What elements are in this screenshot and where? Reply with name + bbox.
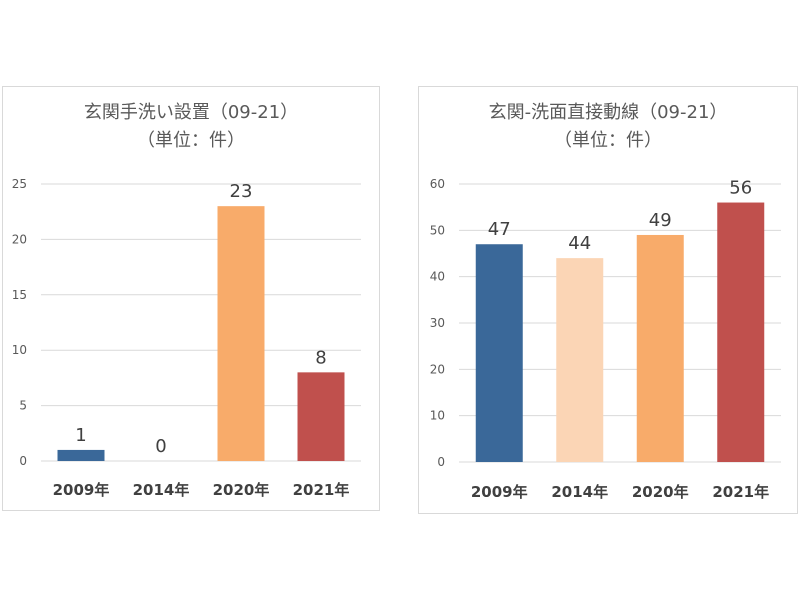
data-label: 23 — [230, 181, 253, 202]
bar — [475, 244, 523, 462]
bar — [556, 258, 604, 462]
chart-subtitle: （単位：件） — [554, 130, 662, 151]
y-tick-label: 50 — [430, 223, 445, 237]
x-category-label: 2021年 — [293, 481, 350, 499]
data-label: 49 — [649, 210, 672, 231]
chart-subtitle: （単位：件） — [137, 130, 245, 151]
data-label: 1 — [75, 425, 86, 446]
y-tick-label: 25 — [12, 177, 27, 191]
bar — [717, 202, 765, 462]
data-label: 56 — [729, 178, 752, 199]
data-label: 44 — [568, 233, 591, 254]
chart-panel-entrance-handwash: 玄関手洗い設置（09-21） （単位：件） 0 5 10 15 20 25 1 2009年 0 2… — [2, 86, 380, 511]
x-category-label: 2014年 — [133, 481, 190, 499]
y-tick-label: 15 — [12, 288, 27, 302]
bar-chart-plot: 0 10 20 30 40 50 60 47 2009年 44 2014年 49 2020年 56 2021… — [430, 177, 781, 501]
bar-chart-plot: 0 5 10 15 20 25 1 2009年 0 2014年 23 2020年 8 2021年 — [12, 177, 361, 499]
data-label: 47 — [488, 219, 511, 240]
y-tick-label: 0 — [19, 454, 27, 468]
y-tick-label: 20 — [12, 232, 27, 246]
chart-title: 玄関-洗面直接動線（09-21） — [488, 102, 728, 123]
data-label: 8 — [315, 347, 326, 368]
y-tick-label: 30 — [430, 316, 445, 330]
y-tick-label: 20 — [430, 362, 445, 376]
bar — [57, 449, 105, 461]
bar — [297, 372, 345, 461]
chart-title: 玄関手洗い設置（09-21） — [83, 102, 299, 123]
chart-panel-entrance-washroom-route: 玄関-洗面直接動線（09-21） （単位：件） 0 10 20 30 40 50 60 47 2… — [418, 86, 798, 514]
y-tick-label: 0 — [437, 455, 445, 469]
y-tick-label: 10 — [12, 343, 27, 357]
y-tick-label: 60 — [430, 177, 445, 191]
y-tick-label: 10 — [430, 409, 445, 423]
bar — [217, 206, 265, 461]
x-category-label: 2014年 — [551, 483, 608, 501]
data-label: 0 — [155, 436, 166, 457]
bar — [636, 234, 684, 462]
y-tick-label: 5 — [19, 399, 27, 413]
y-tick-label: 40 — [430, 270, 445, 284]
x-category-label: 2020年 — [213, 481, 270, 499]
x-category-label: 2009年 — [471, 483, 528, 501]
x-category-label: 2021年 — [712, 483, 769, 501]
x-category-label: 2020年 — [632, 483, 689, 501]
x-category-label: 2009年 — [53, 481, 110, 499]
